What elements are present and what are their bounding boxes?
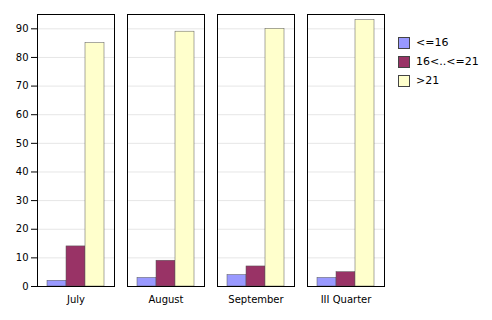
svg-text:60: 60 (16, 109, 29, 120)
svg-text:90: 90 (16, 23, 29, 34)
svg-text:50: 50 (16, 138, 29, 149)
svg-text:80: 80 (16, 52, 29, 63)
svg-text:July: July (66, 294, 85, 305)
svg-text:August: August (149, 294, 184, 305)
svg-text:0: 0 (22, 281, 28, 292)
svg-text:30: 30 (16, 195, 29, 206)
svg-text:10: 10 (16, 252, 29, 263)
svg-text:III Quarter: III Quarter (321, 294, 373, 305)
svg-text:20: 20 (16, 223, 29, 234)
html-text:>21: >21 (416, 74, 440, 87)
svg-text:September: September (228, 294, 284, 305)
html-text:<=16: <=16 (416, 36, 449, 49)
svg-text:70: 70 (16, 80, 29, 91)
svg-text:40: 40 (16, 166, 29, 177)
html-text:16<..<=21: 16<..<=21 (416, 55, 479, 68)
